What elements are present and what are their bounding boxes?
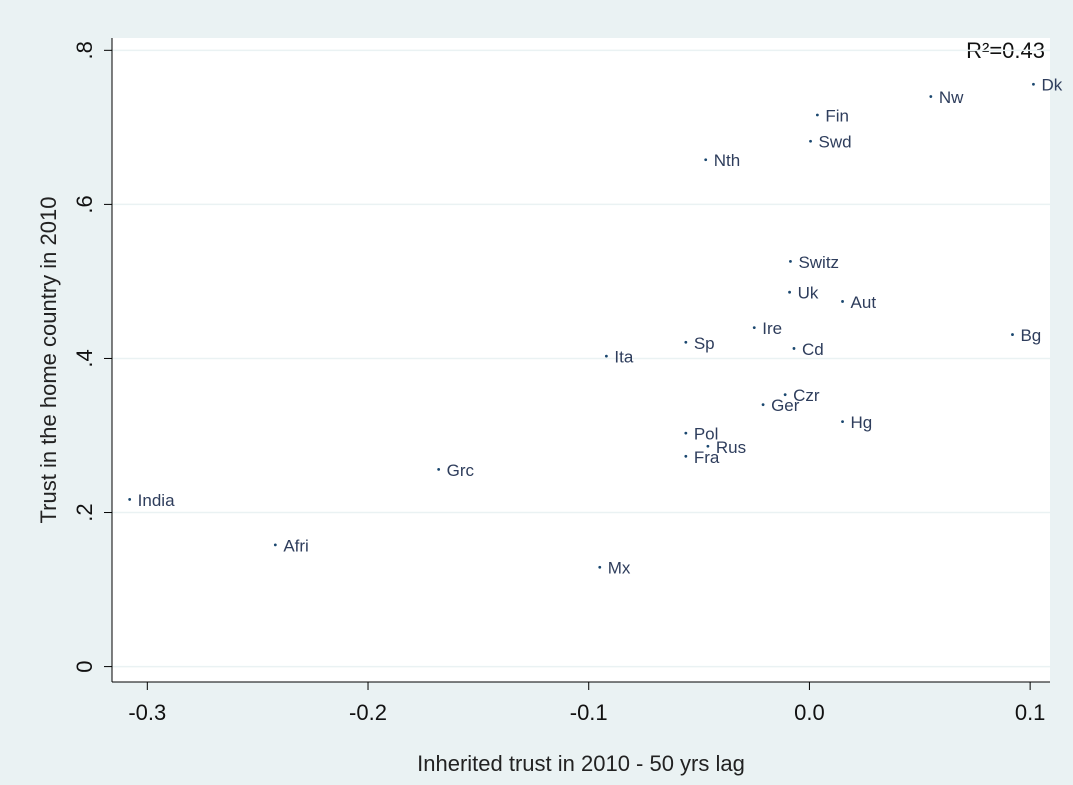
point [789, 259, 792, 263]
y-tick-label: 0 [72, 660, 97, 672]
x-tick-label: 0.1 [1015, 700, 1046, 725]
point [684, 431, 688, 435]
point [841, 420, 844, 424]
point-label: Mx [608, 559, 631, 578]
point-label: Fin [825, 107, 849, 126]
point-label: Sp [694, 334, 715, 353]
x-tick-label: 0.0 [794, 700, 825, 725]
point [929, 95, 933, 98]
point-label: Afri [283, 536, 309, 555]
point-label: Dk [1041, 76, 1062, 95]
point [792, 347, 796, 350]
point [598, 565, 602, 569]
y-tick-label: .6 [72, 195, 97, 213]
plot-area [112, 38, 1050, 682]
point-label: Czr [793, 386, 820, 405]
point [1032, 82, 1035, 86]
point [704, 158, 708, 162]
point-label: Nw [939, 88, 964, 107]
point-label: Cd [802, 340, 824, 359]
point [437, 467, 441, 471]
y-tick-label: .2 [72, 503, 97, 521]
point [752, 326, 756, 330]
x-axis-title: Inherited trust in 2010 - 50 yrs lag [417, 751, 745, 776]
point [788, 290, 791, 294]
point-label: Ire [762, 319, 782, 338]
point [1011, 333, 1014, 336]
point [604, 354, 608, 358]
x-tick-label: -0.3 [128, 700, 166, 725]
point-label: Fra [694, 448, 720, 467]
point-label: Nth [714, 151, 740, 170]
point-label: Pol [694, 425, 719, 444]
point [128, 498, 132, 501]
point-label: Uk [798, 284, 819, 303]
point-label: Hg [851, 413, 873, 432]
point-label: Aut [851, 293, 877, 312]
y-tick-label: .8 [72, 41, 97, 59]
point [273, 543, 277, 547]
point [684, 454, 688, 458]
point [684, 340, 688, 344]
point [761, 403, 765, 407]
point-label: Ger [771, 396, 800, 415]
point-label: Bg [1020, 326, 1041, 345]
point-label: Ita [614, 348, 633, 367]
point [815, 113, 819, 117]
x-tick-label: -0.1 [570, 700, 608, 725]
point [783, 393, 787, 397]
point-label: Switz [798, 253, 839, 272]
point-label: Swd [819, 133, 852, 152]
point-label: Rus [716, 438, 746, 457]
point [809, 139, 812, 143]
point-label: Grc [447, 461, 475, 480]
x-tick-label: -0.2 [349, 700, 387, 725]
y-tick-label: .4 [72, 349, 97, 367]
point-label: India [138, 491, 175, 510]
point [841, 300, 844, 303]
y-axis-title: Trust in the home country in 2010 [36, 197, 61, 524]
point [706, 444, 710, 448]
